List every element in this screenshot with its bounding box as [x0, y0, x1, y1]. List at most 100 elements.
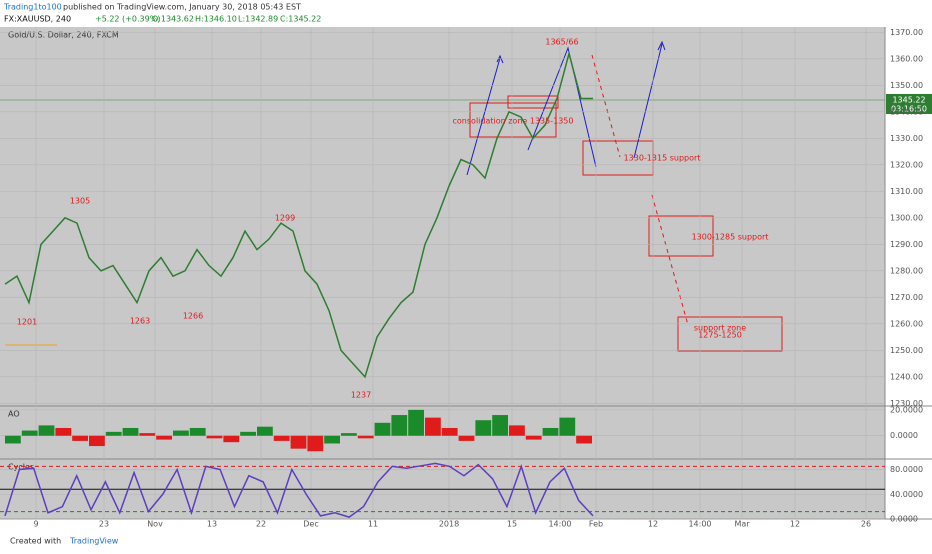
y-tick-label: 1320.00 [890, 160, 923, 169]
annotation: 1237 [351, 391, 371, 400]
annotation: 1266 [183, 312, 203, 321]
published: published on TradingView.com, January 30… [63, 3, 301, 12]
x-tick-label: 14:00 [548, 520, 571, 529]
cycles-title: Cycles [8, 463, 34, 472]
x-tick-label: 22 [256, 520, 266, 529]
symbol: FX:XAUUSD, 240 [4, 15, 71, 24]
ao-bar [391, 415, 408, 436]
ao-bar [273, 435, 290, 441]
x-tick-label: Feb [589, 520, 603, 529]
ao-bar [374, 422, 391, 436]
ao-bar [559, 417, 576, 436]
low: L:1342.89 [238, 15, 278, 24]
y-tick-label: 1350.00 [890, 81, 923, 90]
footer-created: Created with [10, 537, 61, 546]
annotation: 1300-1285 support [692, 233, 769, 242]
ao-bar [425, 417, 441, 436]
ao-bar [89, 435, 105, 447]
instrument: Gold/U.S. Dollar, 240, FXCM [8, 31, 119, 40]
x-tick-label: 13 [207, 520, 217, 529]
x-tick-label: 23 [99, 520, 109, 529]
y-tick-label: 1330.00 [890, 134, 923, 143]
ao-bar [290, 435, 307, 449]
ao-bar [341, 433, 357, 436]
arrow [591, 54, 621, 158]
y-tick-label: 1270.00 [890, 293, 923, 302]
arrow [633, 43, 663, 159]
annotation: support zone [694, 324, 746, 333]
change: +5.22 (+0.39%) [95, 15, 160, 24]
y-tick-label: 1290.00 [890, 240, 923, 249]
close: C:1345.22 [280, 15, 321, 24]
x-tick-label: 15 [507, 520, 517, 529]
y-tick-label: 1230.00 [890, 399, 923, 408]
ao-bar [72, 435, 88, 441]
ao-bar [21, 430, 38, 436]
ao-bar [189, 427, 206, 436]
zone-box [677, 316, 783, 352]
ao-bar [257, 426, 273, 436]
ao-bar [542, 427, 559, 436]
ao-bar [38, 425, 55, 436]
zone-box [507, 95, 559, 109]
ao-bar [458, 435, 475, 441]
x-tick-label: 14:00 [688, 520, 711, 529]
ao-bar [357, 435, 374, 439]
y-tick-label: 1310.00 [890, 187, 923, 196]
plot-area [0, 27, 885, 519]
y-tick-label: 1370.00 [890, 28, 923, 37]
ao-bar [55, 427, 72, 436]
ao-bar [223, 435, 240, 443]
ao-bar [122, 427, 139, 436]
ao-bar [5, 435, 21, 444]
y-tick-label: 1260.00 [890, 319, 923, 328]
ao-bar [139, 433, 156, 436]
ao-bar [525, 435, 542, 440]
countdown: 03:16:50 [891, 105, 927, 114]
ao-bar [509, 425, 525, 436]
annotation: 1330-1315 support [624, 154, 701, 163]
y-tick-label: 80.0000 [890, 465, 923, 474]
footer-brand[interactable]: TradingView [69, 537, 119, 546]
open: O:1343.62 [152, 15, 194, 24]
arrow-head [496, 54, 504, 64]
x-tick-label: 26 [861, 520, 871, 529]
arrow-head [657, 40, 666, 51]
ao-bar [475, 420, 492, 436]
y-tick-label: 40.0000 [890, 490, 923, 499]
arrow [527, 46, 597, 168]
publisher[interactable]: Trading1to100 [3, 3, 62, 12]
y-tick-label: 0.0000 [890, 431, 918, 440]
zone-box [648, 215, 714, 257]
y-tick-label: 1300.00 [890, 213, 923, 222]
x-tick-label: 9 [33, 520, 38, 529]
ao-bar [206, 435, 223, 439]
ao-bar [156, 435, 172, 440]
x-tick-label: 12 [648, 520, 658, 529]
annotation: 1299 [275, 214, 295, 223]
annotation: 1275-1250 [698, 331, 742, 340]
drawings [466, 40, 783, 352]
x-tick-label: Nov [147, 520, 163, 529]
annotation: 1263 [130, 317, 150, 326]
y-tick-label: 1240.00 [890, 372, 923, 381]
y-tick-label: 20.0000 [890, 405, 923, 414]
arrow [466, 57, 501, 176]
last-price: 1345.22 [892, 96, 925, 105]
last-price-tag [886, 94, 932, 114]
ao-bar [105, 431, 122, 436]
ao-title: AO [8, 410, 20, 419]
ao-bar [576, 435, 592, 444]
y-tick-label: 1280.00 [890, 266, 923, 275]
y-tick-label: 1340.00 [890, 107, 923, 116]
x-tick-label: Mar [734, 520, 750, 529]
x-tick-label: 2018 [439, 520, 459, 529]
zone-box [469, 102, 557, 138]
line [4, 50, 593, 379]
annotation: consolidation zone 1335-1350 [453, 117, 574, 126]
high: H:1346.10 [195, 15, 237, 24]
annotation: 1305 [70, 197, 90, 206]
y-tick-label: 1250.00 [890, 346, 923, 355]
x-tick-label: Dec [303, 520, 318, 529]
